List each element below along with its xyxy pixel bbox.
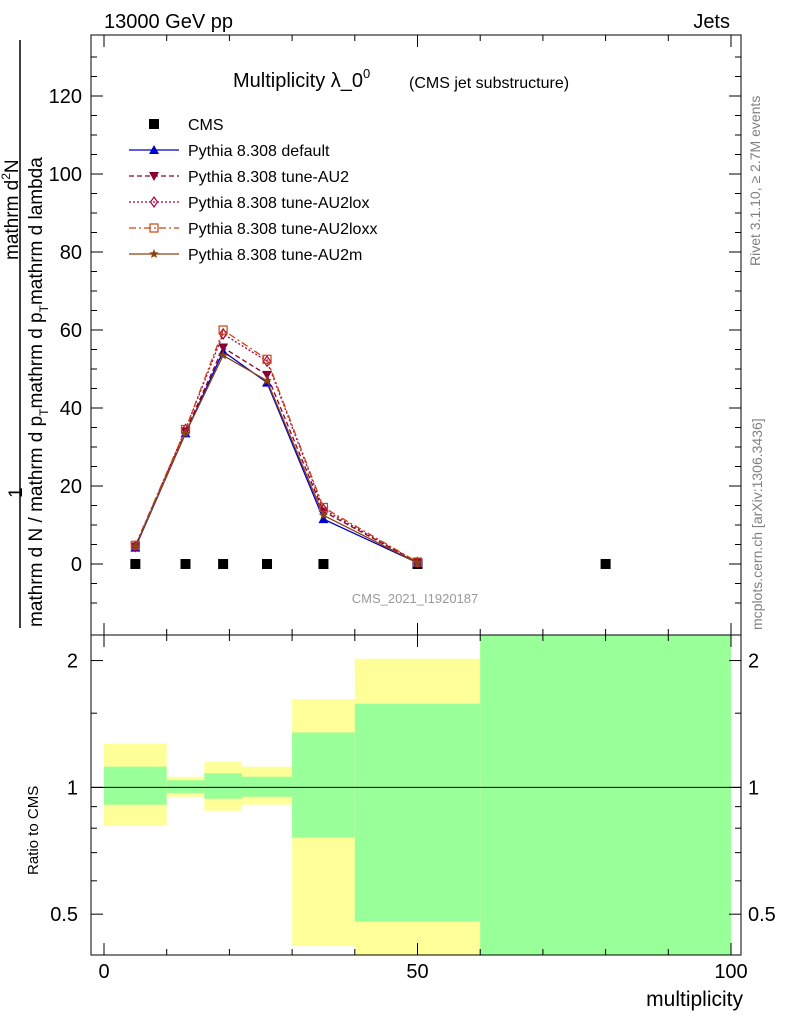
rivet-version-label: Rivet 3.1.10, ≥ 2.7M events: [747, 96, 763, 266]
chart-subtitle: (CMS jet substructure): [409, 75, 569, 92]
legend-label-4: Pythia 8.308 tune-AU2loxx: [188, 221, 377, 238]
main-y-tick-label-6: 120: [49, 86, 82, 108]
series-5-point-4: [318, 510, 329, 520]
chart-title-superscript: 0: [363, 66, 370, 81]
legend: CMS Pythia 8.308 default Pythia 8.308 tune…: [129, 117, 377, 264]
ratio-band-inner-4: [292, 732, 355, 838]
ratio-axis-ticks: 0.5 0.5 1 1 2 2 0 50 100: [50, 635, 776, 983]
series-1-point-4: [318, 514, 329, 524]
main-y-axis-label: 1 mathrm d N / mathrm d pTmathrm d pTmat…: [0, 40, 51, 628]
legend-label-2: Pythia 8.308 tune-AU2: [188, 169, 349, 186]
ratio-y-tick-label-left-1: 1: [67, 777, 78, 799]
ratio-y-tick-label-right-0: 0.5: [748, 904, 776, 926]
main-plot-area: [130, 325, 611, 569]
legend-marker-5: [149, 249, 159, 259]
header-observable-label: Jets: [693, 11, 730, 33]
series-3-point-5: [413, 556, 422, 569]
analysis-id-label: CMS_2021_I1920187: [352, 591, 479, 606]
y-label-den-sub1: T: [37, 408, 51, 416]
legend-label-3: Pythia 8.308 tune-AU2lox: [188, 195, 369, 212]
ratio-band-inner-1: [166, 780, 205, 793]
ratio-y-tick-label-left-2: 2: [67, 651, 78, 673]
y-label-den-part3: mathrm d lambda: [26, 157, 47, 305]
x-tick-label-0: 0: [98, 961, 109, 983]
ratio-y-tick-label-left-0: 0.5: [50, 904, 78, 926]
ratio-band-inner-0: [104, 766, 167, 805]
x-axis-label: multiplicity: [646, 988, 743, 1011]
legend-label-0: CMS: [188, 117, 224, 134]
series-5-point-0: [130, 541, 141, 551]
series-4-point-3: [262, 354, 272, 364]
ratio-band-inner-2: [204, 773, 242, 799]
series-5-point-1: [180, 428, 191, 438]
main-y-tick-label-1: 20: [60, 476, 82, 498]
ratio-y-axis-label: Ratio to CMS: [25, 786, 42, 875]
series-2-point-3: [262, 370, 273, 380]
chart-title-main: Multiplicity λ_0: [233, 70, 363, 92]
series-2-point-2: [218, 343, 229, 353]
y-label-den-part1: mathrm d N / mathrm d p: [26, 416, 47, 627]
main-y-tick-label-5: 100: [49, 164, 82, 186]
y-label-num-d: mathrm d: [2, 180, 23, 260]
y-label-num-sup: 2: [0, 173, 13, 180]
y-label-denominator: mathrm d N / mathrm d pTmathrm d pTmathr…: [26, 157, 51, 627]
ratio-plot-area: [91, 635, 741, 955]
y-label-numerator-right: mathrm d2N: [0, 159, 23, 260]
series-4-point-2: [218, 325, 228, 335]
series-line-2: [134, 346, 418, 563]
series-0-point-1: [180, 559, 191, 569]
ratio-frame: [90, 634, 742, 956]
legend-marker-4: [149, 223, 159, 233]
series-0-point-3: [262, 559, 273, 569]
main-y-tick-label-0: 0: [71, 554, 82, 576]
series-0-point-6: [600, 559, 611, 569]
ratio-panel: 0.5 0.5 1 1 2 2 0 50 100 Ratio to CMS multiplici…: [25, 634, 776, 1011]
mcplots-label: mcplots.cern.ch [arXiv:1306.3436]: [749, 418, 765, 630]
ratio-band-inner-6: [480, 635, 731, 955]
legend-marker-2: [149, 172, 159, 181]
series-3: [131, 327, 422, 569]
legend-marker-0: [149, 119, 159, 129]
legend-label-1: Pythia 8.308 default: [188, 143, 330, 160]
series-0: [130, 559, 611, 569]
series-2: [130, 343, 423, 568]
series-0-point-0: [130, 559, 141, 569]
y-label-numerator-one: 1: [6, 487, 27, 498]
y-label-den-sub2: T: [37, 304, 51, 312]
main-y-tick-label-4: 80: [60, 242, 82, 264]
series-5: [130, 350, 423, 567]
series-5-point-3: [262, 375, 272, 385]
series-line-5: [134, 354, 418, 564]
series-line-4: [134, 329, 418, 563]
ratio-band-inner-3: [241, 776, 293, 797]
series-3-point-3: [262, 355, 272, 368]
legend-marker-1: [149, 145, 159, 154]
y-label-num-n: N: [2, 159, 23, 173]
header-process-label: 13000 GeV pp: [104, 11, 233, 33]
main-y-tick-label-3: 60: [60, 320, 82, 342]
series-0-point-2: [218, 559, 229, 569]
main-axis-ticks: 0 20 40 60 80 100 120: [49, 35, 741, 635]
ratio-y-tick-label-right-1: 1: [748, 777, 759, 799]
x-tick-label-2: 100: [714, 961, 747, 983]
series-5-point-2: [218, 350, 228, 360]
legend-label-5: Pythia 8.308 tune-AU2m: [188, 247, 362, 264]
ratio-band-inner-5: [354, 703, 481, 922]
legend-marker-3: [149, 195, 159, 209]
ratio-y-tick-label-right-2: 2: [748, 651, 759, 673]
series-0-point-4: [318, 559, 329, 569]
main-y-tick-label-2: 40: [60, 398, 82, 420]
series-4: [130, 325, 423, 567]
y-label-den-part2: mathrm d p: [26, 312, 47, 408]
x-tick-label-1: 50: [406, 961, 428, 983]
chart-title: Multiplicity λ_00: [233, 66, 370, 92]
series-5-point-5: [412, 557, 423, 567]
